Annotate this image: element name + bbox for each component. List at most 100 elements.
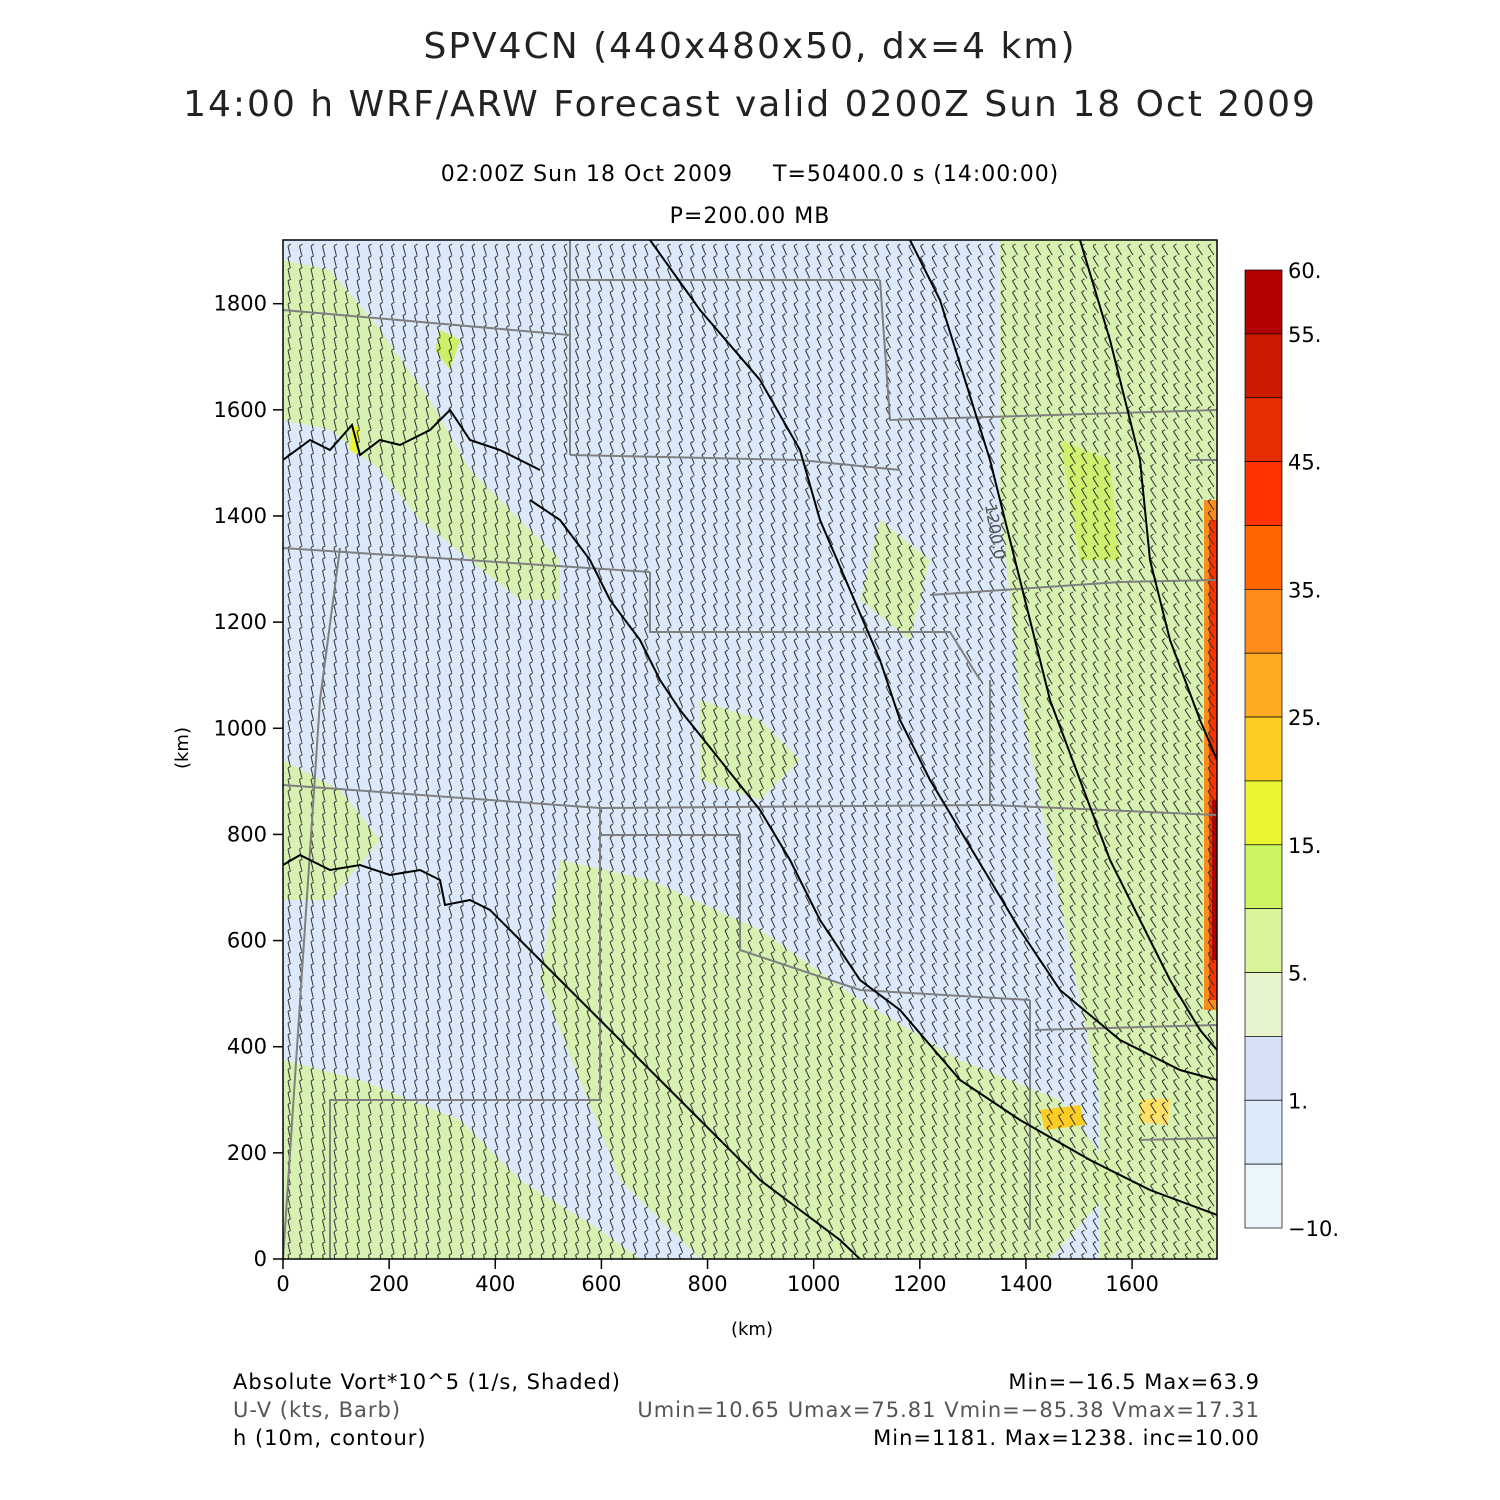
wind-barb	[1138, 301, 1146, 314]
wind-barb	[575, 545, 580, 557]
wind-barb	[460, 336, 464, 348]
wind-barb	[563, 568, 568, 580]
wind-barb	[586, 301, 591, 314]
wind-barb	[529, 371, 534, 383]
wind-barb	[540, 336, 545, 348]
wind-barb	[494, 440, 499, 453]
wind-barb	[759, 336, 764, 349]
wind-barb	[632, 533, 637, 546]
wind-barb	[402, 463, 407, 476]
wind-barb	[1046, 278, 1053, 291]
wind-barb	[943, 336, 949, 349]
wind-barb	[954, 521, 961, 534]
wind-barb	[644, 533, 649, 546]
wind-barb	[747, 289, 753, 302]
wind-barb	[678, 359, 684, 372]
wind-barb	[402, 371, 407, 383]
wind-barb	[322, 266, 326, 279]
wind-barb	[1115, 417, 1122, 430]
wind-barb	[437, 266, 441, 279]
wind-barb	[1127, 301, 1134, 314]
wind-barb	[644, 510, 649, 522]
wind-barb	[1150, 278, 1157, 291]
wind-barb	[1161, 521, 1169, 534]
wind-barb	[506, 498, 510, 511]
wind-barb	[736, 405, 741, 418]
wind-barb	[701, 405, 707, 418]
wind-barb	[1127, 475, 1134, 488]
wind-barb	[1127, 324, 1134, 337]
wind-barb	[586, 336, 591, 348]
wind-barb	[1104, 429, 1111, 441]
wind-barb	[908, 347, 915, 360]
wind-barb	[1184, 429, 1192, 441]
wind-barb	[678, 475, 684, 488]
wind-barb	[943, 510, 949, 523]
valid-time-subtitle: 02:00Z Sun 18 Oct 2009 T=50400.0 s (14:0…	[440, 162, 1060, 187]
wind-barb	[598, 359, 603, 372]
wind-barb	[816, 324, 822, 337]
wind-barb	[1161, 463, 1169, 476]
wind-barb	[575, 405, 580, 418]
wind-barb	[793, 382, 799, 395]
wind-barb	[1092, 394, 1099, 407]
wind-barb	[770, 336, 776, 349]
wind-barb	[966, 336, 972, 349]
wind-barb	[1046, 533, 1053, 546]
wind-barb	[885, 521, 892, 534]
wind-barb	[356, 487, 361, 499]
wind-barb	[368, 371, 372, 383]
wind-barb	[1023, 521, 1030, 534]
wind-barb	[414, 510, 418, 522]
wind-barb	[931, 487, 938, 499]
wind-barb	[1000, 278, 1007, 291]
wind-barb	[552, 347, 557, 360]
wind-barb	[782, 463, 788, 476]
wind-barb	[690, 266, 695, 279]
wind-barb	[920, 405, 926, 418]
wind-barb	[816, 313, 822, 325]
wind-barb	[483, 278, 487, 290]
wind-barb	[494, 521, 499, 534]
wind-barb	[437, 394, 441, 406]
wind-barb	[586, 359, 591, 372]
wind-barb	[379, 452, 384, 464]
wind-barb	[437, 359, 441, 372]
wind-barb	[1092, 347, 1099, 360]
wind-barb	[644, 289, 649, 302]
wind-barb	[966, 359, 972, 372]
wind-barb	[839, 289, 845, 302]
wind-barb	[563, 371, 568, 383]
wind-barb	[989, 475, 995, 488]
wind-barb	[713, 266, 718, 279]
wind-barb	[414, 498, 418, 511]
wind-barb	[1035, 336, 1042, 349]
wind-barb	[598, 371, 603, 383]
wind-barb	[287, 324, 292, 337]
wind-barb	[494, 568, 499, 580]
wind-barb	[368, 324, 372, 337]
wind-barb	[598, 417, 603, 430]
wind-barb	[391, 301, 395, 314]
wind-barb	[299, 556, 303, 569]
wind-barb	[299, 568, 303, 580]
wind-barb	[414, 533, 418, 546]
wind-barb	[920, 463, 926, 476]
wind-barb	[1173, 382, 1180, 395]
wind-barb	[287, 417, 292, 430]
wind-barb	[356, 568, 361, 580]
wind-barb	[908, 405, 915, 418]
wind-barb	[782, 359, 788, 372]
wind-barb	[287, 336, 292, 348]
wind-barb	[540, 510, 545, 522]
wind-barb	[1173, 510, 1180, 523]
wind-barb	[920, 475, 926, 488]
wind-barb	[460, 487, 464, 499]
wind-barb	[1161, 255, 1169, 267]
wind-barb	[1012, 463, 1019, 476]
wind-barb	[529, 301, 534, 314]
wind-barb	[897, 545, 903, 557]
wind-barb	[908, 521, 915, 534]
wind-barb	[563, 313, 568, 325]
wind-barb	[437, 289, 441, 302]
